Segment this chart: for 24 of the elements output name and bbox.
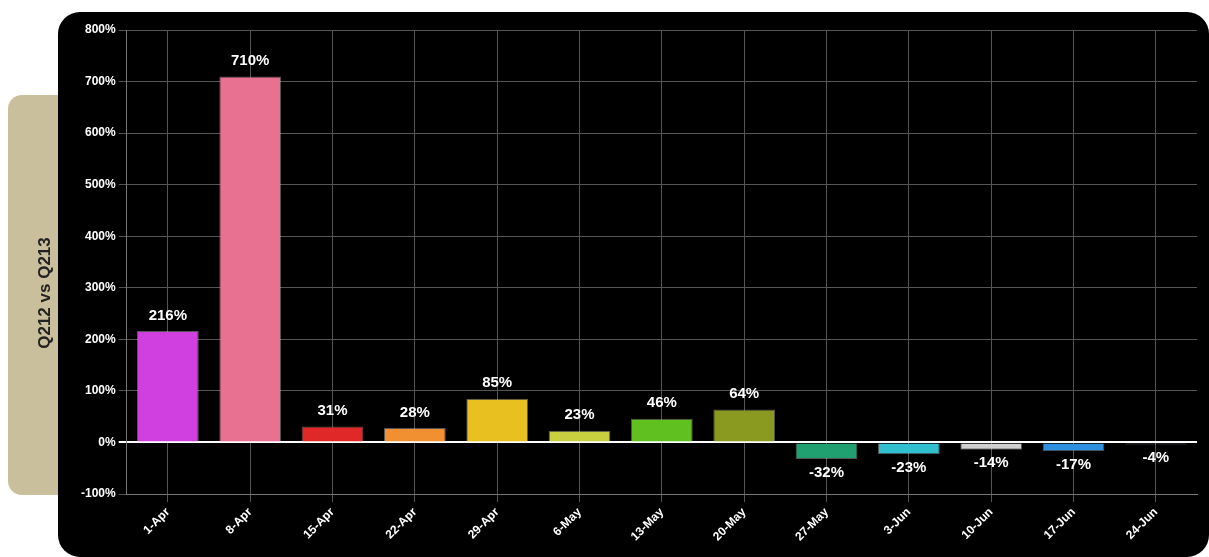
y-tick-label: 300% xyxy=(84,280,117,295)
data-label: -23% xyxy=(891,457,927,475)
data-label: 23% xyxy=(564,405,595,423)
y-tick-label: 500% xyxy=(84,176,117,191)
y-tick-label: 700% xyxy=(84,73,117,88)
data-label: 46% xyxy=(646,393,677,411)
data-label: 28% xyxy=(399,402,430,420)
y-tick-label: 100% xyxy=(84,383,117,398)
data-label: 64% xyxy=(729,384,760,402)
y-tick-label: 800% xyxy=(84,22,117,37)
data-label: 31% xyxy=(317,401,348,419)
y-tick-label: 600% xyxy=(84,125,117,140)
data-label: -4% xyxy=(1142,448,1170,466)
y-tick-label: -100% xyxy=(81,486,117,501)
data-label: 85% xyxy=(482,373,513,391)
y-tick-label: 200% xyxy=(84,331,117,346)
data-label: -17% xyxy=(1055,454,1092,472)
y-axis-title: Q212 vs Q213 xyxy=(35,236,55,351)
data-label: 710% xyxy=(231,51,270,69)
y-tick-label: 0% xyxy=(98,434,117,449)
data-label: 216% xyxy=(148,305,188,323)
y-tick-label: 400% xyxy=(84,228,117,243)
data-label: -14% xyxy=(973,453,1009,471)
data-label: -32% xyxy=(808,462,845,480)
